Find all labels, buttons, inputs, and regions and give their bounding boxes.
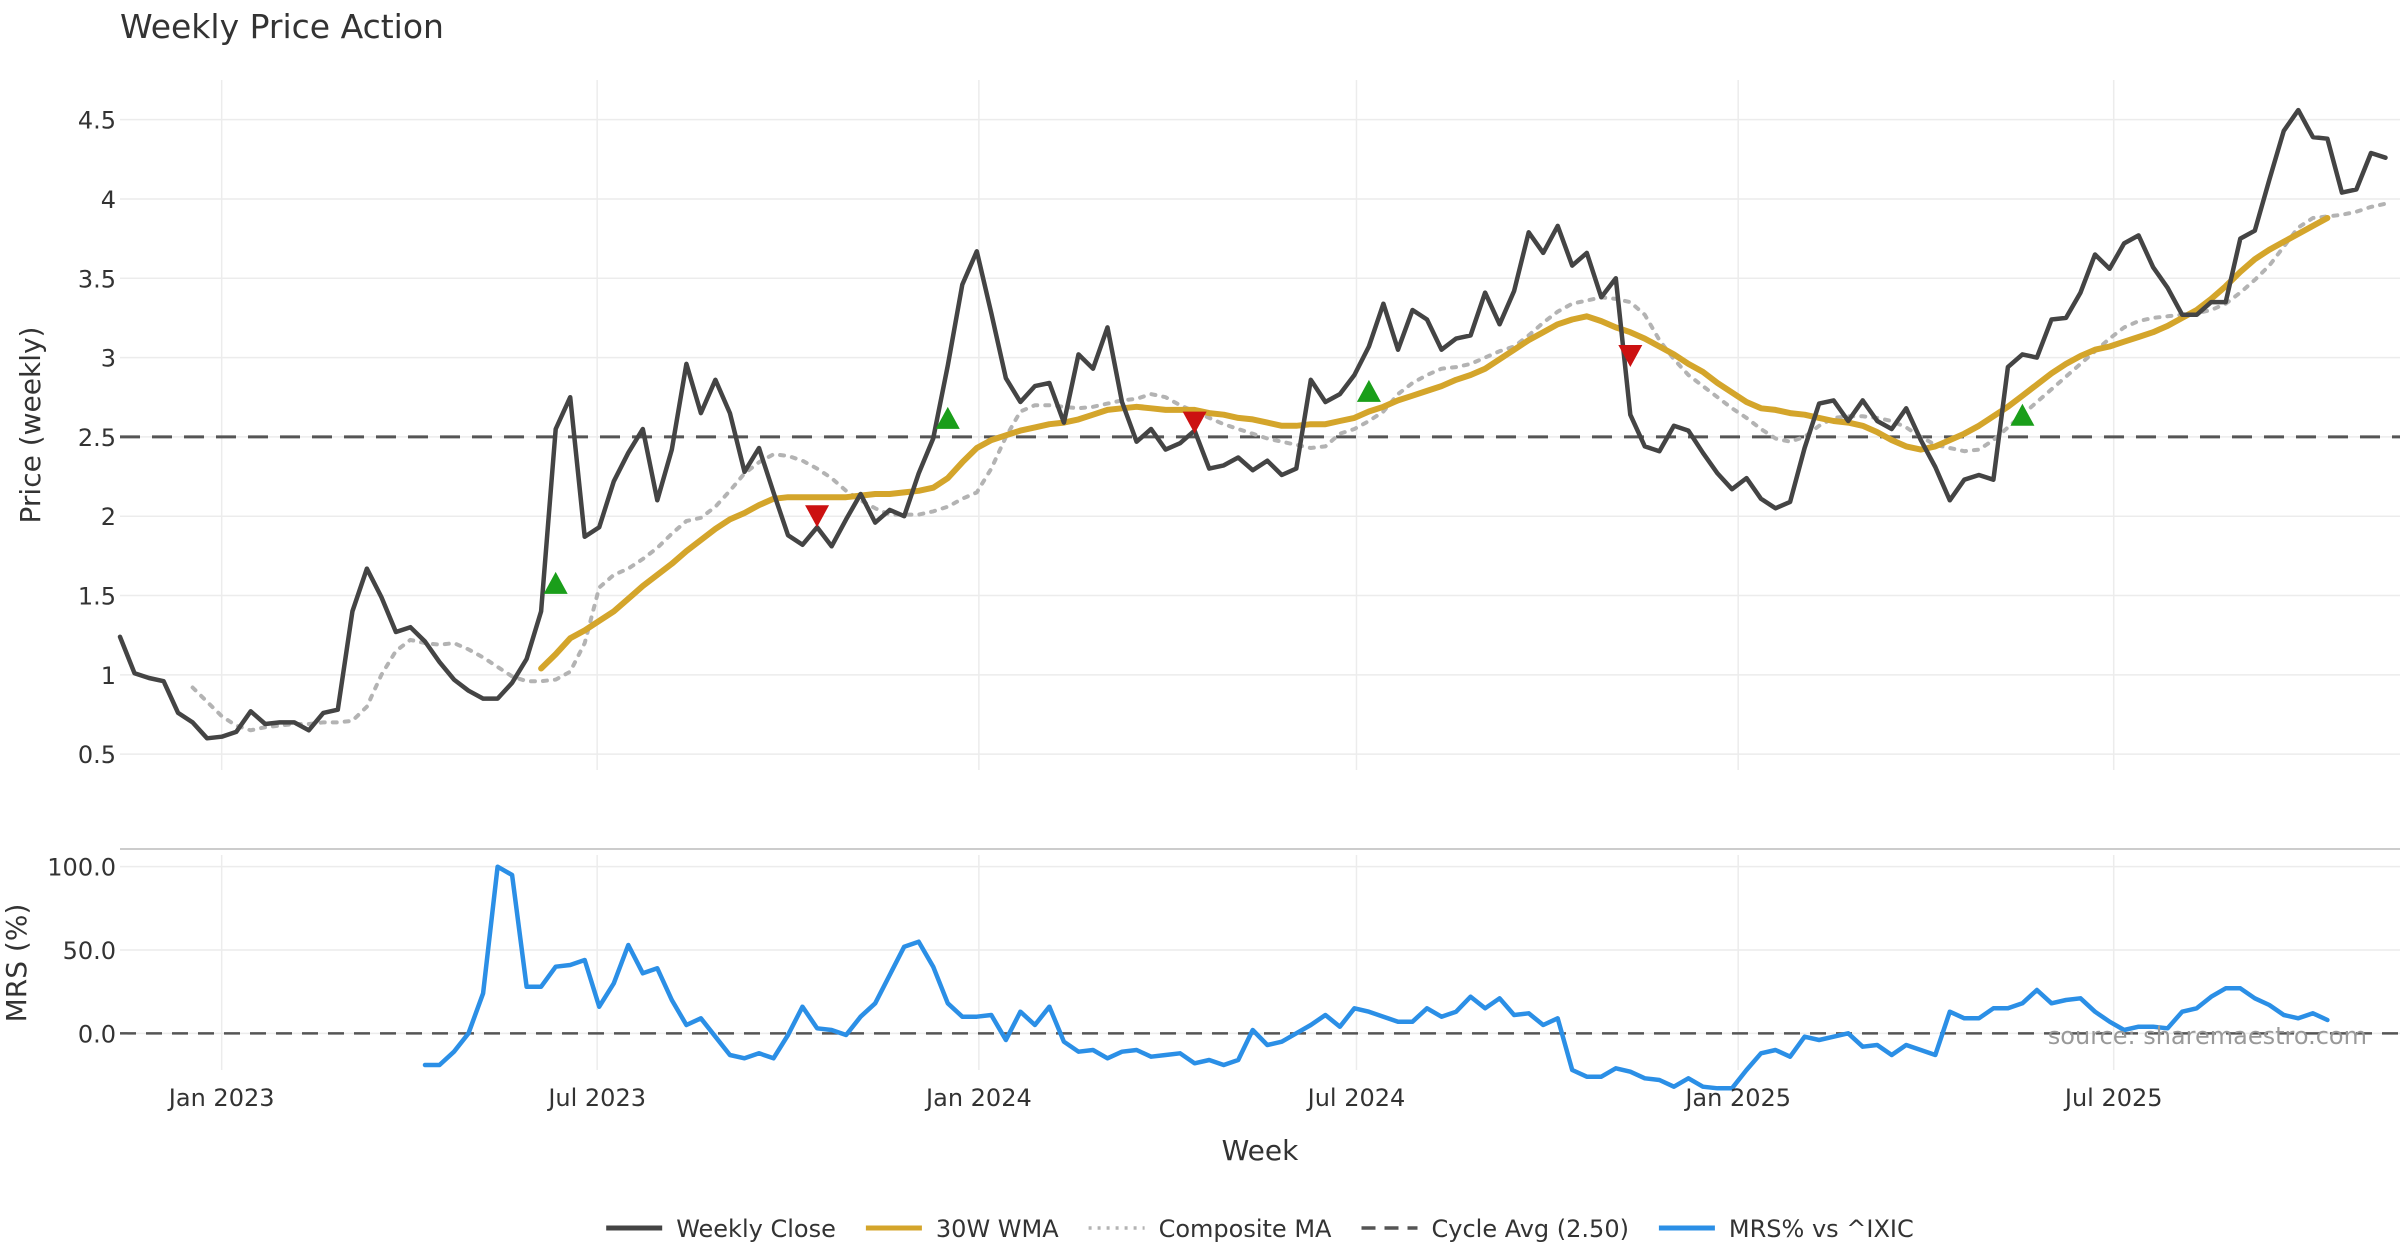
buy-signal-marker (1356, 379, 1381, 402)
sell-signal-marker (805, 505, 830, 528)
price-y-tick-label: 1.5 (78, 583, 116, 611)
mrs-series-group (422, 864, 2330, 1091)
legend-label: MRS% vs ^IXIC (1729, 1215, 1914, 1243)
x-tick-label: Jan 2025 (1683, 1084, 1791, 1112)
mrs-panel: 0.0 50.0 100.0 MRS (%) source: sharemaestr… (0, 848, 2400, 1091)
legend-label: Composite MA (1159, 1215, 1332, 1243)
price-grid (120, 80, 2400, 770)
legend-item: Weekly Close (606, 1215, 836, 1243)
buy-signal-marker (543, 571, 568, 594)
wma30-line (538, 215, 2331, 672)
legend: Weekly Close 30W WMA Composite MA Cycle Avg… (606, 1215, 1914, 1243)
x-ticks: Jan 2023 Jul 2023 Jan 2024 Jul 2024 Jan 2025… (167, 1084, 2163, 1112)
mrs-y-tick-label: 100.0 (47, 854, 116, 882)
price-y-tick-label: 2.5 (78, 424, 116, 452)
buy-signal-marker (935, 406, 960, 429)
price-y-tick-label: 4.5 (78, 107, 116, 135)
x-tick-label: Jan 2024 (924, 1084, 1032, 1112)
x-tick-label: Jul 2024 (1306, 1084, 1406, 1112)
price-y-tick-label: 2 (101, 503, 116, 531)
price-y-tick-label: 3 (101, 345, 116, 373)
mrs-line (422, 864, 2330, 1091)
mrs-y-tick-label: 0.0 (78, 1020, 116, 1048)
x-axis-label: Week (1222, 1134, 1299, 1167)
legend-label: 30W WMA (936, 1215, 1059, 1243)
legend-item: 30W WMA (865, 1215, 1059, 1243)
sell-signal-marker (1182, 411, 1207, 434)
price-y-tick-label: 1 (101, 662, 116, 690)
source-note: source: sharemaestro.com (2048, 1022, 2367, 1050)
buy-signal-marker (2010, 403, 2035, 426)
mrs-y-axis-label: MRS (%) (0, 904, 33, 1023)
x-tick-label: Jul 2025 (2063, 1084, 2163, 1112)
price-series-group (117, 107, 2388, 741)
price-y-tick-label: 4 (101, 186, 116, 214)
mrs-y-ticks: 0.0 50.0 100.0 (47, 854, 116, 1049)
signal-markers (543, 345, 2035, 594)
mrs-y-tick-label: 50.0 (63, 937, 116, 965)
legend-label: Weekly Close (676, 1215, 836, 1243)
chart-title: Weekly Price Action (120, 7, 444, 46)
price-y-tick-label: 0.5 (78, 741, 116, 769)
composite-ma-line (190, 201, 2388, 733)
x-tick-label: Jul 2023 (546, 1084, 646, 1112)
price-y-tick-label: 3.5 (78, 265, 116, 293)
price-panel: 0.5 1 1.5 2 2.5 3 3.5 4 4.5 Price (weekly) (14, 80, 2400, 770)
legend-item: Cycle Avg (2.50) (1361, 1215, 1629, 1243)
x-tick-label: Jan 2023 (167, 1084, 275, 1112)
legend-item: MRS% vs ^IXIC (1658, 1215, 1914, 1243)
legend-item: Composite MA (1088, 1215, 1332, 1243)
price-y-ticks: 0.5 1 1.5 2 2.5 3 3.5 4 4.5 (78, 107, 116, 769)
legend-label: Cycle Avg (2.50) (1432, 1215, 1629, 1243)
price-y-axis-label: Price (weekly) (14, 327, 47, 524)
weekly-close-line (117, 107, 2388, 741)
sell-signal-marker (1618, 345, 1643, 367)
